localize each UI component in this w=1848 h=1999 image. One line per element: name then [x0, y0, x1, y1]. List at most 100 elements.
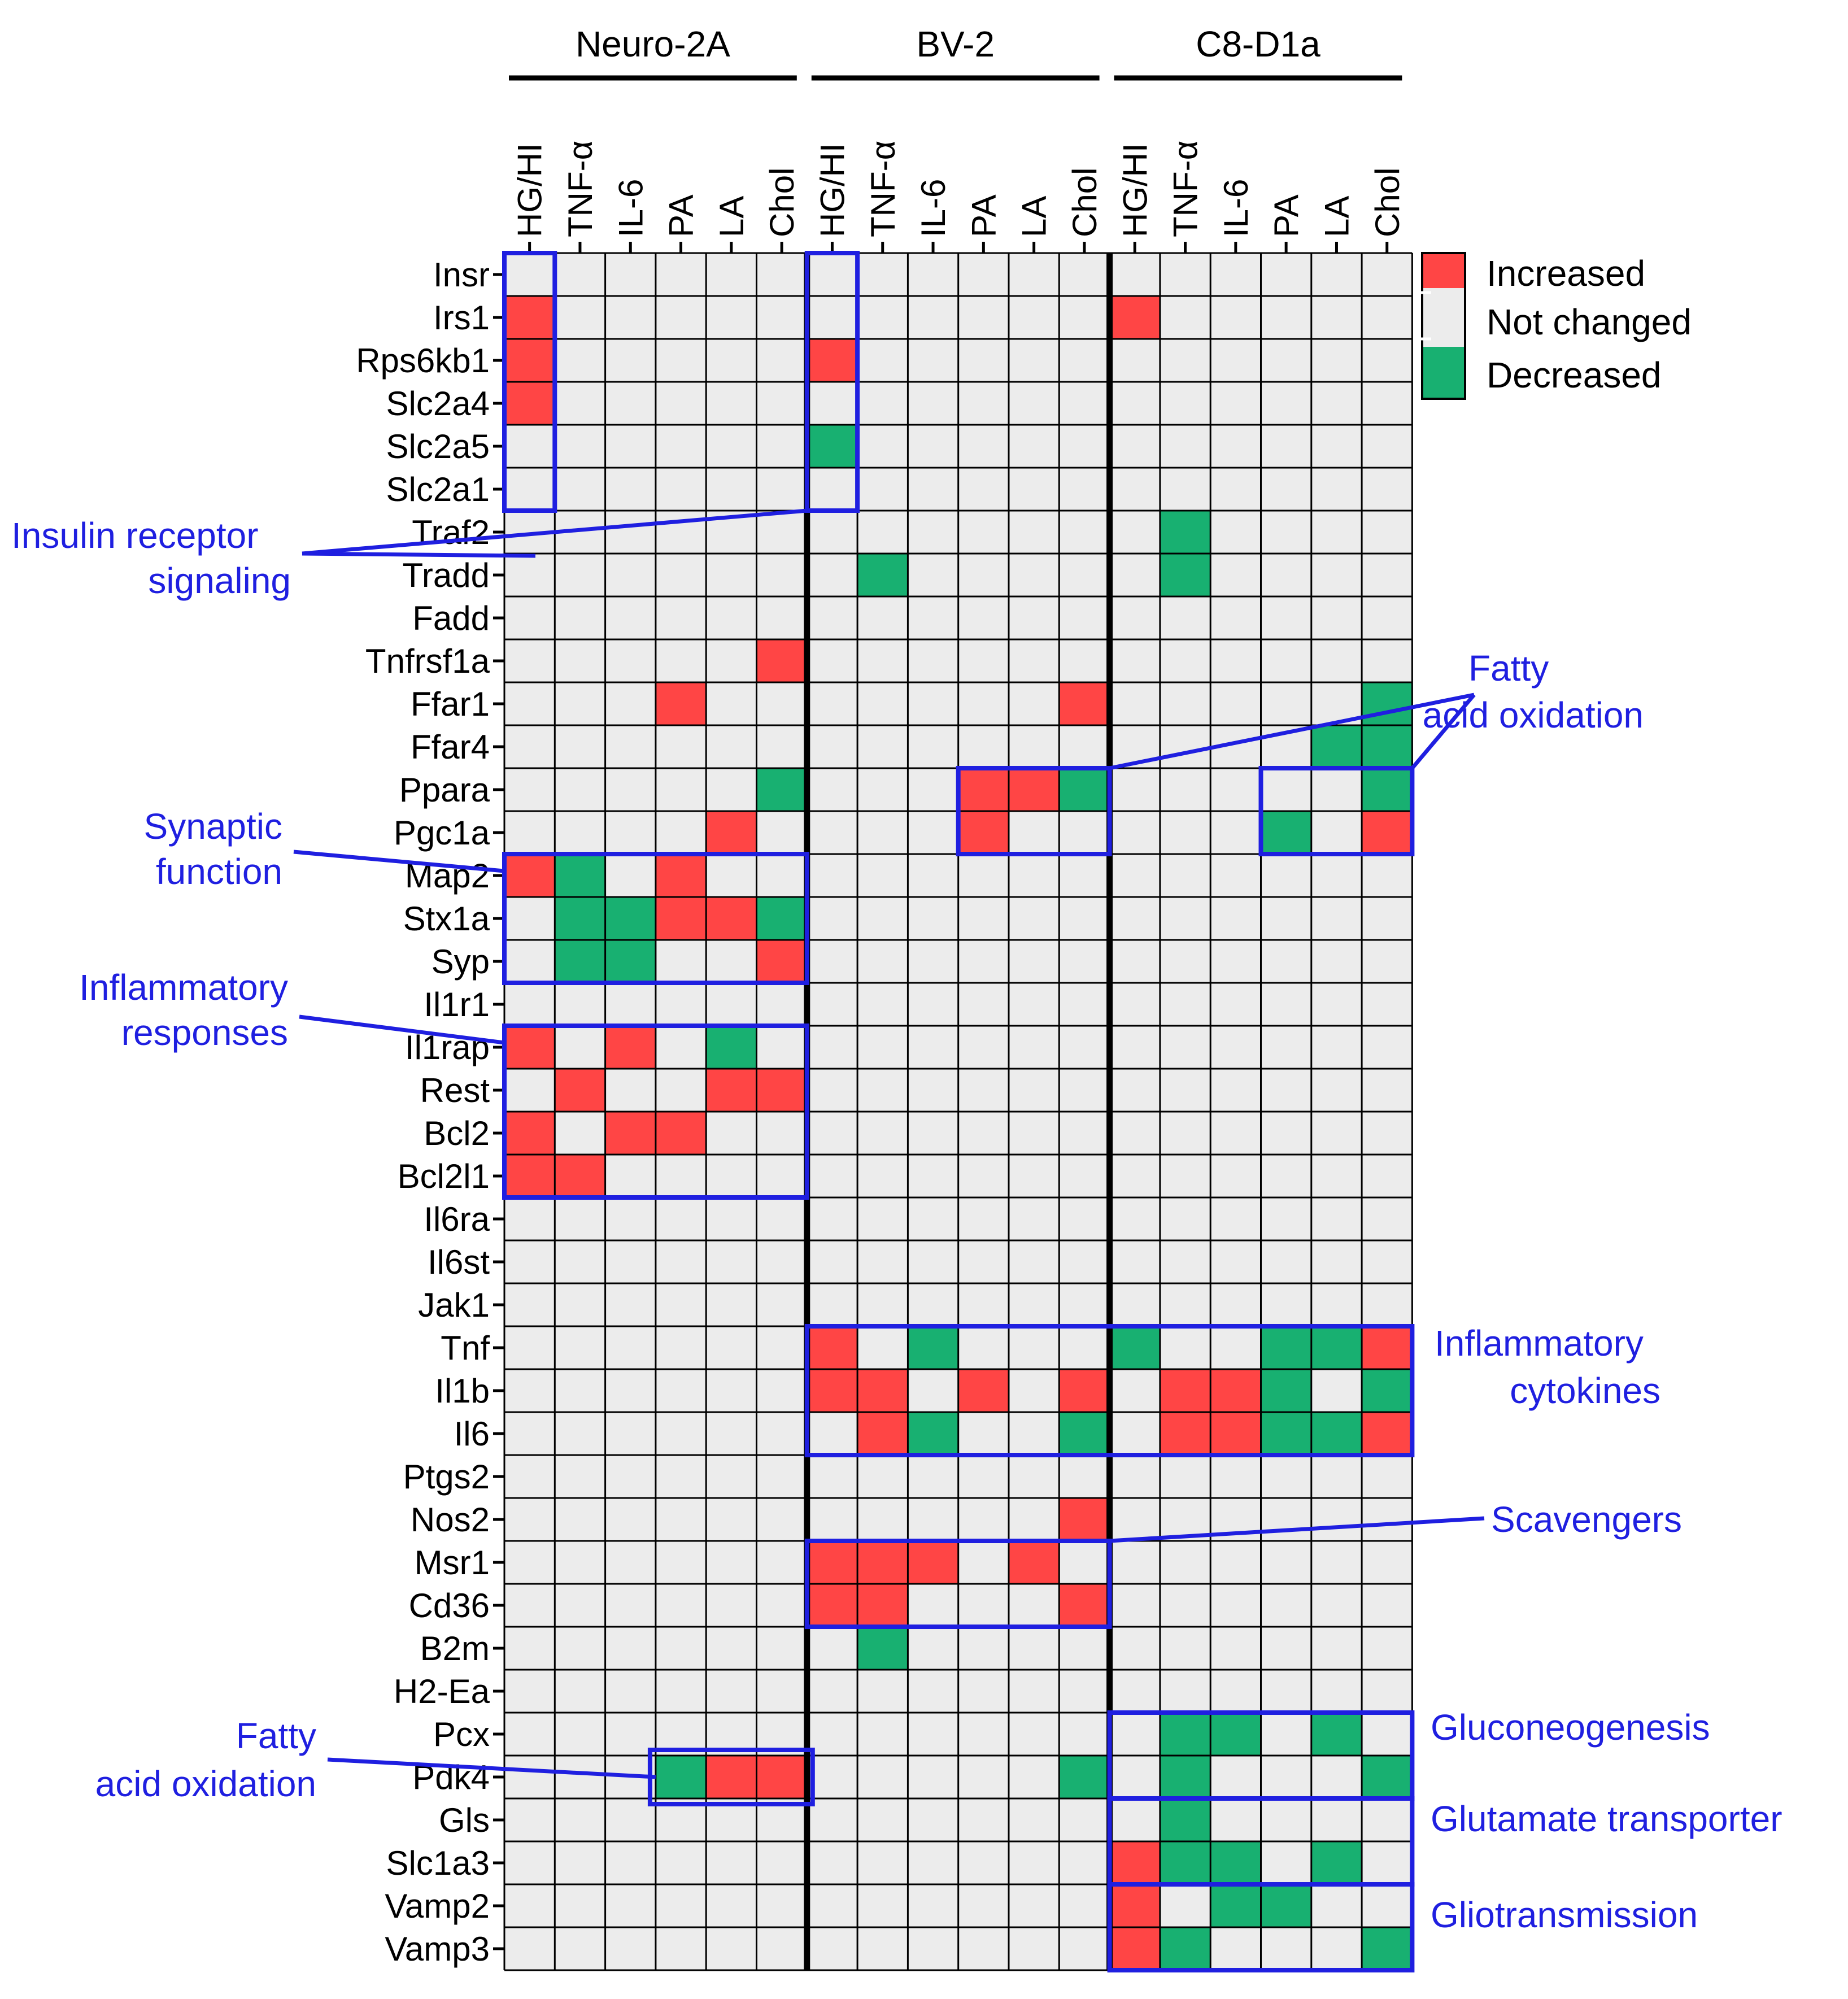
cell-il6-bv-2-il-6	[908, 1412, 958, 1455]
cell-h2-ea-c8-d1a-chol	[1362, 1670, 1413, 1713]
cell-b2m-bv-2-tnf	[857, 1627, 908, 1670]
cell-cd36-neuro-2a-hg-hi	[504, 1584, 555, 1627]
cell-pcx-c8-d1a-il-6	[1210, 1713, 1261, 1756]
annotation-box-insulin-receptor-signaling-1-1	[502, 251, 557, 513]
cell-il1b-bv-2-hg-hi	[807, 1369, 858, 1412]
cell-pcx-c8-d1a-la	[1311, 1713, 1362, 1756]
cell-nos2-bv-2-la	[1009, 1498, 1060, 1541]
cell-b2m-neuro-2a-hg-hi	[504, 1627, 555, 1670]
cell-rps6kb1-c8-d1a-il-6	[1210, 339, 1261, 382]
cell-il6-bv-2-hg-hi	[807, 1412, 858, 1455]
cell-ffar1-neuro-2a-la	[706, 682, 757, 725]
cell-slc2a5-bv-2-hg-hi	[807, 425, 858, 468]
cell-bcl2-c8-d1a-la	[1311, 1112, 1362, 1155]
annotation-box-fatty-acid-oxidation-2-1	[956, 766, 1112, 856]
cell-rest-neuro-2a-la	[706, 1069, 757, 1112]
cell-il6-c8-d1a-tnf	[1160, 1412, 1211, 1455]
cell-rps6kb1-bv-2-hg-hi	[807, 339, 858, 382]
cell-insr-bv-2-hg-hi	[807, 253, 858, 296]
cell-ffar4-bv-2-la	[1009, 725, 1060, 768]
cell-gls-c8-d1a-hg-hi	[1109, 1798, 1160, 1841]
cell-bcl2-c8-d1a-chol	[1362, 1112, 1413, 1155]
row-label-nos2: Nos2	[411, 1501, 490, 1539]
cell-pgc1a-neuro-2a-tnf	[555, 811, 605, 854]
cell-map2-neuro-2a-chol	[756, 854, 807, 897]
cell-slc2a1-c8-d1a-chol	[1362, 468, 1413, 511]
cell-jak1-neuro-2a-hg-hi	[504, 1283, 555, 1326]
cell-cd36-neuro-2a-il-6	[605, 1584, 656, 1627]
cell-slc2a4-bv-2-tnf	[857, 382, 908, 425]
cell-b2m-neuro-2a-pa	[655, 1627, 707, 1670]
cell-slc1a3-c8-d1a-tnf	[1160, 1841, 1211, 1884]
cell-slc2a4-c8-d1a-hg-hi	[1109, 382, 1160, 425]
cell-tnf-c8-d1a-pa	[1261, 1326, 1311, 1369]
cell-msr1-neuro-2a-il-6	[605, 1541, 656, 1584]
cell-tnf-neuro-2a-hg-hi	[504, 1326, 555, 1369]
cell-pcx-bv-2-la	[1009, 1713, 1060, 1756]
cell-ptgs2-c8-d1a-hg-hi	[1109, 1455, 1160, 1498]
cell-il1r1-c8-d1a-chol	[1362, 983, 1413, 1026]
cell-tradd-bv-2-hg-hi	[807, 554, 858, 596]
cell-jak1-neuro-2a-tnf	[555, 1283, 605, 1326]
cell-il1rap-neuro-2a-tnf	[555, 1026, 605, 1069]
group-label-neuro-2a: Neuro-2A	[576, 24, 730, 64]
cell-slc2a5-c8-d1a-la	[1311, 425, 1362, 468]
cell-pcx-neuro-2a-tnf	[555, 1713, 605, 1756]
cell-stx1a-c8-d1a-chol	[1362, 897, 1413, 940]
cell-insr-neuro-2a-pa	[655, 253, 707, 296]
cell-map2-neuro-2a-la	[706, 854, 757, 897]
cell-pgc1a-bv-2-la	[1009, 811, 1060, 854]
cell-h2-ea-c8-d1a-tnf	[1160, 1670, 1211, 1713]
cell-bcl2-bv-2-il-6	[908, 1112, 958, 1155]
cell-insr-bv-2-pa	[958, 253, 1009, 296]
cell-ppara-c8-d1a-chol	[1362, 768, 1413, 811]
cell-pgc1a-c8-d1a-hg-hi	[1109, 811, 1160, 854]
annotation-label-inflammatory-responses-4-line1: Inflammatory	[79, 967, 288, 1008]
cell-jak1-c8-d1a-hg-hi	[1109, 1283, 1160, 1326]
cell-rest-bv-2-la	[1009, 1069, 1060, 1112]
cell-slc2a5-bv-2-chol	[1059, 425, 1110, 468]
row-label-insr: Insr	[433, 256, 490, 294]
cell-slc2a4-c8-d1a-pa	[1261, 382, 1311, 425]
cell-gls-c8-d1a-il-6	[1210, 1798, 1261, 1841]
cell-il1rap-neuro-2a-il-6	[605, 1026, 656, 1069]
cell-slc2a5-neuro-2a-il-6	[605, 425, 656, 468]
annotation-box-inflammatory-responses-4-1	[502, 1024, 809, 1200]
cell-ppara-c8-d1a-la	[1311, 768, 1362, 811]
cell-jak1-bv-2-chol	[1059, 1283, 1110, 1326]
cell-il1r1-neuro-2a-tnf	[555, 983, 605, 1026]
cell-gls-c8-d1a-chol	[1362, 1798, 1413, 1841]
cell-irs1-c8-d1a-il-6	[1210, 296, 1261, 339]
cell-gls-c8-d1a-tnf	[1160, 1798, 1211, 1841]
cell-pgc1a-bv-2-pa	[958, 811, 1009, 854]
row-label-slc1a3: Slc1a3	[386, 1844, 490, 1882]
cell-irs1-bv-2-tnf	[857, 296, 908, 339]
cell-slc1a3-neuro-2a-pa	[655, 1841, 707, 1884]
cell-ptgs2-c8-d1a-il-6	[1210, 1455, 1261, 1498]
cell-tnf-bv-2-chol	[1059, 1326, 1110, 1369]
cell-ppara-c8-d1a-pa	[1261, 768, 1311, 811]
cell-ppara-neuro-2a-chol	[756, 768, 807, 811]
cell-ffar1-c8-d1a-il-6	[1210, 682, 1261, 725]
cell-syp-c8-d1a-il-6	[1210, 940, 1261, 983]
cell-tnf-neuro-2a-il-6	[605, 1326, 656, 1369]
cell-h2-ea-neuro-2a-tnf	[555, 1670, 605, 1713]
cell-pcx-neuro-2a-hg-hi	[504, 1713, 555, 1756]
cell-slc1a3-neuro-2a-chol	[756, 1841, 807, 1884]
cell-h2-ea-bv-2-il-6	[908, 1670, 958, 1713]
row-label-tnfrsf1a: Tnfrsf1a	[365, 642, 490, 680]
cell-vamp3-bv-2-hg-hi	[807, 1927, 858, 1970]
cell-il6ra-bv-2-il-6	[908, 1197, 958, 1240]
cell-vamp2-c8-d1a-chol	[1362, 1884, 1413, 1927]
cell-rps6kb1-bv-2-il-6	[908, 339, 958, 382]
cell-vamp3-neuro-2a-hg-hi	[504, 1927, 555, 1970]
row-label-tradd: Tradd	[402, 556, 490, 594]
cell-msr1-neuro-2a-chol	[756, 1541, 807, 1584]
cell-tradd-neuro-2a-hg-hi	[504, 554, 555, 596]
cell-rest-bv-2-tnf	[857, 1069, 908, 1112]
heatmap-cells	[504, 253, 1413, 1970]
cell-pcx-c8-d1a-tnf	[1160, 1713, 1211, 1756]
cell-il1rap-bv-2-la	[1009, 1026, 1060, 1069]
cell-traf2-bv-2-tnf	[857, 511, 908, 554]
